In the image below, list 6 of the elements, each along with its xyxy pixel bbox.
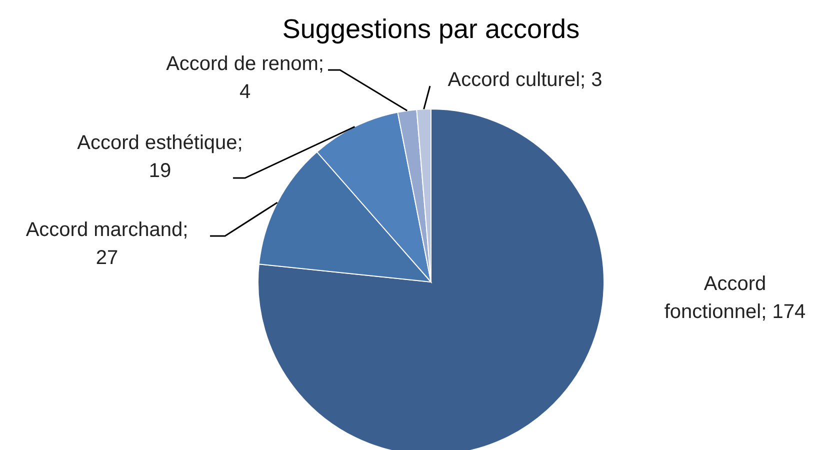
data-label: Accord fonctionnel; 174 <box>664 273 806 323</box>
data-label: Accord de renom; 4 <box>166 53 324 103</box>
data-label: Accord marchand; 27 <box>26 219 188 269</box>
chart-title: Suggestions par accords <box>282 14 580 44</box>
data-label: Accord esthétique; 19 <box>77 132 243 182</box>
data-label: Accord culturel; 3 <box>448 69 602 91</box>
